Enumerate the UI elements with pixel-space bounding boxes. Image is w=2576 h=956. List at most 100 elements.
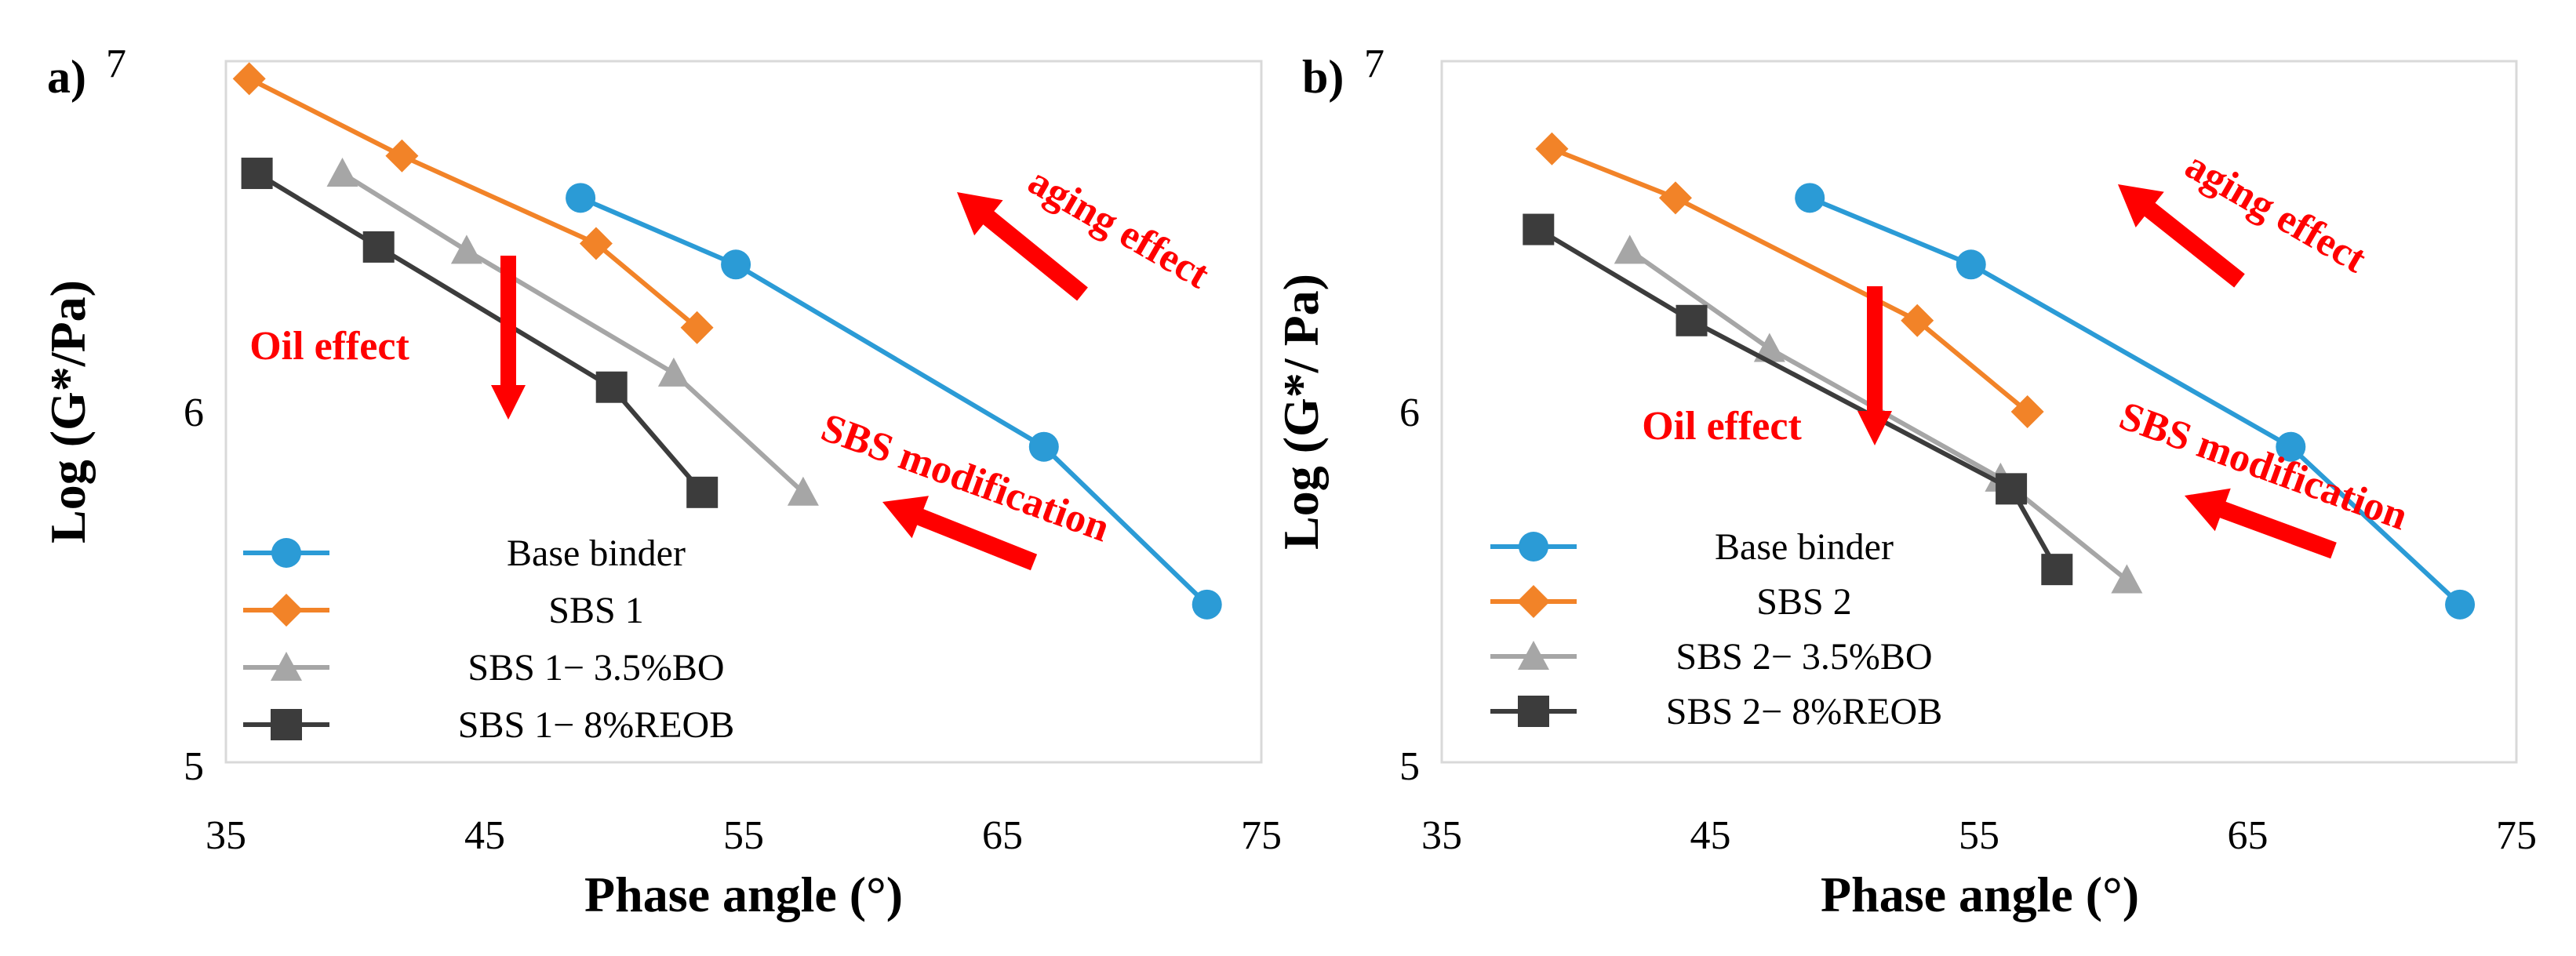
- y-axis-title: Log (G*/Pa): [40, 280, 96, 543]
- sbs-arrow: [882, 496, 1038, 571]
- annotation-oil-effect: Oil effect: [1642, 286, 1892, 449]
- series-line: [1537, 227, 2059, 571]
- legend-item: Base binder: [243, 533, 686, 574]
- legend-label: Base binder: [1715, 526, 1894, 568]
- y-tick-label: 7: [106, 42, 126, 86]
- series-2: [1535, 132, 2044, 428]
- panel-b: b) 35 45 55 65 75 5 6 7 Phase angle (°) Log (G*/ P…: [1273, 42, 2537, 922]
- legend-marker: [271, 709, 302, 740]
- annotation-sbs-modification: SBS modification: [816, 405, 1115, 571]
- legend-item: SBS 1: [243, 590, 644, 631]
- data-point: [721, 249, 751, 280]
- x-tick-label: 35: [206, 813, 246, 858]
- x-tick-label: 65: [982, 813, 1023, 858]
- legend-item: SBS 2− 3.5%BO: [1490, 636, 1933, 678]
- annotation-sbs-modification: SBS modification: [2114, 394, 2414, 559]
- legend-item: SBS 2: [1490, 581, 1852, 623]
- legend-marker: [1519, 532, 1548, 562]
- legend-label: SBS 1− 3.5%BO: [468, 647, 724, 689]
- legend-item: SBS 2− 8%REOB: [1490, 691, 1942, 732]
- sbs-arrow: [2185, 488, 2337, 559]
- x-tick-label: 55: [1959, 813, 1999, 858]
- data-point: [385, 139, 419, 173]
- data-point: [1956, 249, 1986, 280]
- legend-label: SBS 2− 8%REOB: [1666, 691, 1942, 732]
- data-point: [1614, 234, 1646, 264]
- series-line: [248, 76, 699, 330]
- data-point: [2010, 395, 2044, 428]
- series-line: [579, 195, 1209, 606]
- data-point: [2111, 564, 2143, 594]
- legend-marker: [1518, 641, 1549, 670]
- series-4: [241, 158, 719, 508]
- oil-arrow: [491, 256, 526, 420]
- legend-label: Base binder: [507, 533, 686, 574]
- aging-arrow: [957, 192, 1088, 301]
- annotation-aging-effect: aging effect: [957, 158, 1217, 301]
- x-axis-title: Phase angle (°): [1821, 867, 2139, 922]
- data-point: [1192, 589, 1222, 620]
- legend-marker: [271, 538, 301, 568]
- x-axis-title: Phase angle (°): [584, 867, 903, 922]
- x-tick-label: 65: [2228, 813, 2269, 858]
- x-tick-label: 75: [2496, 813, 2537, 858]
- data-point: [326, 158, 358, 187]
- oil-effect-label: Oil effect: [249, 324, 409, 369]
- series-4: [1523, 213, 2073, 586]
- data-point: [566, 183, 596, 213]
- series-3: [326, 158, 819, 506]
- data-point: [686, 476, 719, 508]
- plot-area: [1440, 60, 2518, 764]
- data-point: [2445, 589, 2476, 620]
- y-tick-label: 5: [1399, 744, 1420, 789]
- panel-label: b): [1302, 51, 1344, 103]
- y-tick-label: 6: [184, 391, 204, 435]
- legend-marker: [271, 652, 302, 681]
- data-point: [1795, 183, 1825, 213]
- legend-label: SBS 2− 3.5%BO: [1675, 636, 1932, 678]
- series-1: [566, 183, 1222, 620]
- data-point: [2276, 431, 2306, 462]
- legend-marker: [270, 594, 303, 627]
- x-tick-label: 55: [723, 813, 764, 858]
- legend: Base binder SBS 2 SBS 2− 3.5%BO SBS 2− 8%RE…: [1490, 526, 1942, 732]
- x-tick-label: 75: [1241, 813, 1282, 858]
- series-1: [1795, 183, 2476, 620]
- x-tick-label: 35: [1421, 813, 1462, 858]
- data-point: [2041, 554, 2073, 586]
- y-tick-label: 5: [184, 744, 204, 789]
- data-point: [1658, 181, 1692, 215]
- x-tick-label: 45: [1690, 813, 1731, 858]
- annotation-oil-effect: Oil effect: [249, 256, 526, 420]
- x-tick-label: 45: [464, 813, 505, 858]
- data-point: [232, 62, 266, 96]
- series-line: [340, 171, 805, 495]
- panel-label: a): [47, 51, 86, 103]
- oil-effect-label: Oil effect: [1642, 404, 1802, 449]
- data-point: [1901, 304, 1934, 337]
- data-point: [579, 227, 613, 260]
- legend-label: SBS 1− 8%REOB: [458, 704, 734, 746]
- data-point: [657, 357, 689, 387]
- series-line: [256, 171, 704, 494]
- legend-item: Base binder: [1490, 526, 1894, 568]
- legend-marker: [1518, 696, 1549, 727]
- series-line: [1551, 147, 2029, 414]
- panel-a: a) 35 45 55 65 75 5 6 7 Phase angle (°) Log (G*/Pa…: [40, 42, 1282, 922]
- legend: Base binder SBS 1 SBS 1− 3.5%BO SBS 1− 8%RE…: [243, 533, 734, 746]
- data-point: [450, 234, 482, 264]
- annotation-aging-effect: aging effect: [2118, 143, 2374, 288]
- data-point: [1675, 304, 1708, 336]
- aging-arrow: [2118, 184, 2245, 288]
- y-tick-label: 7: [1364, 42, 1384, 86]
- oil-arrow: [1857, 286, 1892, 445]
- data-point: [241, 158, 273, 190]
- data-point: [1028, 431, 1059, 462]
- series-2: [232, 62, 714, 344]
- data-point: [787, 476, 819, 506]
- data-point: [1996, 473, 2028, 505]
- data-point: [1535, 132, 1569, 165]
- y-tick-label: 6: [1399, 391, 1420, 435]
- data-point: [680, 311, 714, 344]
